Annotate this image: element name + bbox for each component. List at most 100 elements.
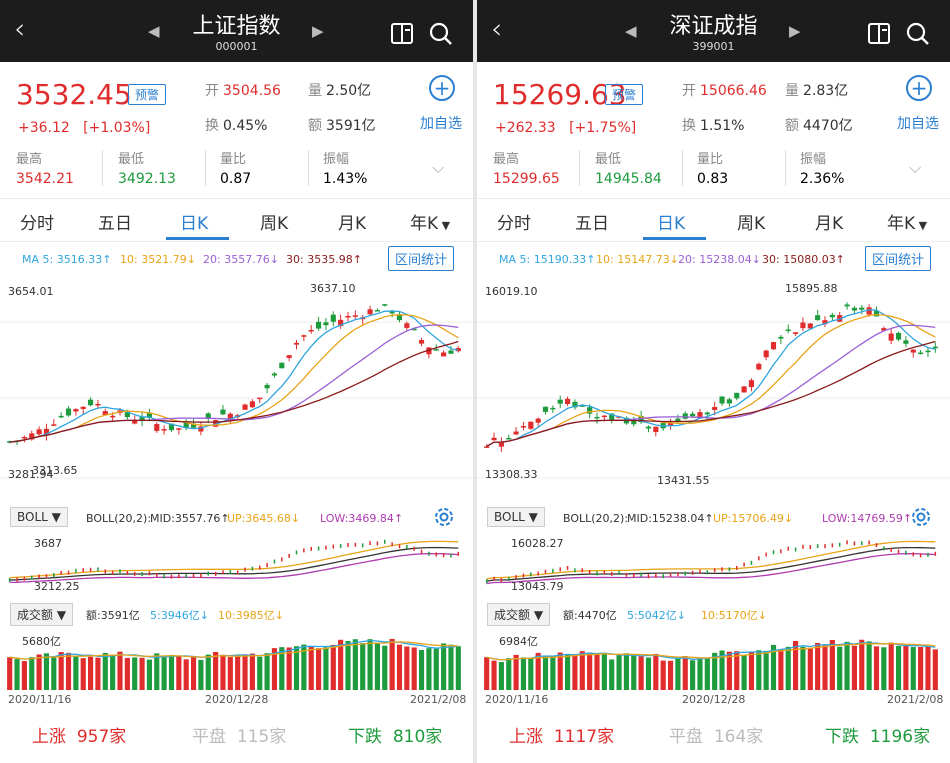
tab-five-day[interactable]: 五日 [98,214,132,234]
volume-bar [418,650,425,690]
candle [859,307,865,310]
candle [918,352,924,355]
ma-line [486,340,936,447]
volume-bar [73,655,79,690]
volume-ma5: 5:5042亿↓ [627,609,686,622]
range-stats-button[interactable]: 区间统计 [388,246,455,271]
boll-up-line [9,540,459,579]
boll-select[interactable]: BOLL ▼ [487,507,545,527]
volume-bar [7,657,13,690]
candle [271,373,278,376]
volume-bar [682,656,688,690]
volume-bar [198,659,204,690]
volume-select[interactable]: 成交额 ▼ [487,603,551,626]
add-watchlist-label[interactable]: 加自选 [420,116,462,132]
candle [124,412,130,418]
volume-bar [704,657,710,690]
boll-chart[interactable] [477,532,950,594]
volume-bar [653,653,659,690]
back-arrow-icon[interactable]: ‹ [491,12,503,45]
candle [176,428,182,430]
volume-bar [638,656,644,690]
boll-up: UP:3645.68↓ [227,512,301,525]
volume-bar [645,657,652,690]
index-panel-shanghai: ‹ ◀ 上证指数 000001 ▶ 3532.45 预警 +36.12 [+1.… [0,0,473,763]
alert-button[interactable]: 预警 [128,84,167,105]
prev-icon[interactable]: ◀ [148,22,160,40]
next-icon[interactable]: ▶ [789,22,801,40]
price-change: +36.12 [+1.03%] [18,120,151,136]
divider [785,150,786,186]
search-icon[interactable] [428,21,454,47]
add-circle-icon[interactable]: + [906,75,932,101]
amplitude-stat: 振幅 1.43% [323,152,368,187]
volume-bar [426,648,432,690]
candle [404,323,410,328]
trough-label: 3313.65 [32,464,78,477]
boll-up: UP:15706.49↓ [713,512,794,525]
prev-icon[interactable]: ◀ [625,22,637,40]
tab-daily-k[interactable]: 日K [180,214,209,234]
volume-bar [29,657,35,690]
candle [257,397,263,400]
next-icon[interactable]: ▶ [312,22,324,40]
candle [286,355,292,358]
volume-quote: 量 2.50亿 [308,83,372,99]
boll-select[interactable]: BOLL ▼ [10,507,68,527]
candle [338,319,344,326]
candle [448,350,454,354]
candle [910,349,916,353]
tab-yearly-k[interactable]: 年K ▼ [410,214,451,234]
dropdown-icon: ▼ [530,608,544,622]
amplitude-stat: 振幅 2.36% [800,152,845,187]
volume-bar [697,658,703,690]
unchanged: 平盘 164家 [669,727,764,747]
candle [411,328,417,331]
candle [58,415,64,418]
volume-bar [866,641,872,690]
volume-select[interactable]: 成交额 ▼ [10,603,74,626]
chevron-down-icon[interactable]: ⌵ [432,158,445,177]
back-arrow-icon[interactable]: ‹ [14,12,26,45]
tab-intraday[interactable]: 分时 [20,214,54,234]
volume-bar [448,644,454,690]
volume-bar [844,641,850,690]
candlestick-chart[interactable] [477,278,950,498]
tab-monthly-k[interactable]: 月K [338,214,367,234]
ma30-label: 30: 3535.98↑ [286,253,362,266]
candle [80,406,86,409]
alert-button[interactable]: 预警 [605,84,644,105]
boll-mid: MID:15238.04↑ [627,512,714,525]
boll-chart[interactable] [0,532,473,594]
tab-weekly-k[interactable]: 周K [260,214,289,234]
add-circle-icon[interactable]: + [429,75,455,101]
candlestick-chart[interactable] [0,278,473,498]
tab-yearly-k[interactable]: 年K ▼ [887,214,928,234]
tab-intraday[interactable]: 分时 [497,214,531,234]
settings-gear-icon[interactable] [909,505,933,529]
tab-daily-k[interactable]: 日K [657,214,686,234]
volume-bar [316,648,322,690]
stock-switch-icon[interactable] [867,21,893,47]
chevron-down-icon[interactable]: ⌵ [909,158,922,177]
candle [29,433,35,440]
ma-line [486,309,936,447]
boll-axis-top: 3687 [34,537,62,550]
volume-bar [183,659,189,690]
volume-chart[interactable] [477,628,950,690]
candle [535,418,541,423]
candle [837,315,843,322]
stock-switch-icon[interactable] [390,21,416,47]
add-watchlist-label[interactable]: 加自选 [897,116,939,132]
search-icon[interactable] [905,21,931,47]
candle [528,421,534,429]
settings-gear-icon[interactable] [432,505,456,529]
tab-weekly-k[interactable]: 周K [737,214,766,234]
tab-monthly-k[interactable]: 月K [815,214,844,234]
candle [925,350,931,353]
volume-bar [213,652,219,690]
volume-chart[interactable] [0,628,473,690]
index-panel-shenzhen: ‹ ◀ 深证成指 399001 ▶ 15269.63 预警 +262.33 [+… [477,0,950,763]
tab-five-day[interactable]: 五日 [575,214,609,234]
range-stats-button[interactable]: 区间统计 [865,246,932,271]
